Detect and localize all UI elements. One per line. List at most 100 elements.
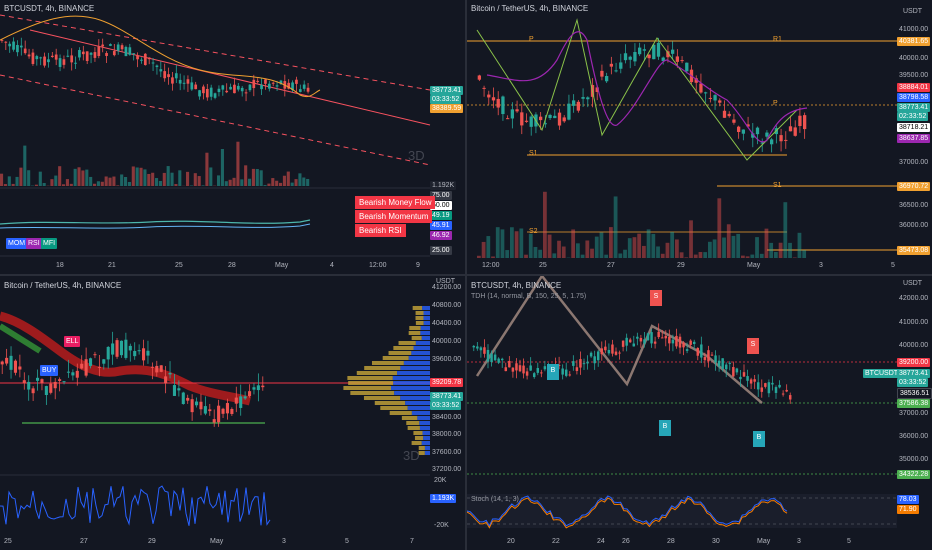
profile-bar-sell: [400, 366, 430, 370]
top-left-volume: [0, 141, 310, 186]
alert-rsi: Bearish RSI: [355, 224, 406, 237]
candle-body: [298, 89, 302, 92]
profile-bar-sell: [424, 451, 430, 455]
volume-bar: [155, 178, 159, 186]
volume-bar: [646, 229, 651, 258]
x-tick: 27: [607, 262, 615, 269]
volume-bar: [217, 175, 221, 186]
candle-body: [771, 382, 774, 385]
candle-body: [670, 49, 675, 54]
top-right-candles: [477, 37, 807, 153]
candle-body: [483, 347, 486, 354]
volume-bar: [618, 253, 623, 258]
pane-divider-horizontal[interactable]: [0, 274, 932, 276]
candle-body: [491, 97, 496, 101]
volume-bar: [510, 227, 514, 258]
profile-bar-buy: [382, 356, 409, 360]
x-tick: 27: [80, 538, 88, 545]
candle-body: [682, 342, 685, 348]
currency-label: USDT: [903, 8, 923, 15]
volume-bar: [205, 152, 209, 186]
volume-bar: [34, 184, 38, 186]
volume-bar: [627, 238, 632, 258]
candle-body: [703, 92, 708, 94]
candle-body: [522, 365, 525, 374]
volume-bar: [698, 252, 703, 258]
profile-bar-buy: [350, 391, 395, 395]
candle-body: [661, 57, 665, 62]
volume-bar: [3, 184, 7, 186]
candle-body: [749, 379, 753, 384]
pivot-label-s1: S1: [529, 150, 538, 157]
candle-body: [746, 124, 750, 127]
pane-bottom-left[interactable]: Bitcoin / TetherUS, 4h, BINANCE USDT 3D …: [0, 276, 465, 550]
candle-body: [678, 336, 682, 348]
pivot-label-s2: S2: [529, 228, 538, 235]
candle-body: [168, 373, 172, 375]
candle-body: [171, 77, 174, 84]
y-tick: 40000.00: [432, 338, 462, 345]
candle-body: [240, 87, 244, 92]
x-tick: 3: [797, 538, 801, 545]
price-tag-mid: 38536.51: [897, 388, 932, 399]
volume-bar: [81, 170, 85, 186]
candle-body: [230, 408, 234, 414]
volume-bar: [209, 167, 213, 186]
volume-bar: [684, 257, 689, 258]
profile-bar-buy: [415, 316, 424, 320]
volume-bar: [741, 255, 745, 258]
candle-body: [155, 65, 159, 68]
candle-body: [74, 62, 77, 64]
x-tick: 9: [416, 262, 420, 269]
candle-body: [97, 46, 101, 56]
candle-body: [582, 363, 586, 365]
candle-body: [784, 139, 788, 141]
candle-body: [35, 377, 40, 381]
volume-bar: [259, 170, 263, 186]
candle-body: [221, 408, 225, 414]
candle-body: [111, 343, 115, 355]
pivot-label-s1b: S1: [773, 182, 782, 189]
candle-body: [233, 84, 236, 94]
pane-bottom-right[interactable]: BTCUSDT, 4h, BINANCE TDH (14, normal, B,…: [467, 276, 932, 550]
volume-bar: [131, 166, 135, 186]
pane-top-right[interactable]: Bitcoin / TetherUS, 4h, BINANCE USDT 403…: [467, 0, 932, 274]
candle-body: [199, 401, 203, 410]
x-tick: 29: [677, 262, 685, 269]
candle-body: [722, 110, 727, 118]
candle-body: [482, 87, 486, 89]
volume-bar: [642, 245, 646, 258]
profile-bar-sell: [420, 326, 430, 330]
candle-body: [524, 120, 529, 122]
candle-body: [642, 49, 647, 51]
volume-bar: [77, 167, 81, 186]
volume-bar: [166, 166, 170, 186]
candle-body: [764, 383, 767, 387]
candle-body: [700, 344, 703, 358]
volume-bar: [108, 177, 112, 186]
volume-bar: [302, 177, 306, 186]
candle-body: [543, 123, 548, 125]
volume-bar: [609, 227, 613, 258]
volume-bar: [750, 254, 755, 258]
candle-body: [141, 348, 146, 361]
volume-bar: [557, 240, 561, 258]
volume-bar: [623, 249, 627, 258]
candle-body: [756, 382, 760, 390]
candle-body: [225, 403, 230, 414]
price-tag-high: 38884.01: [897, 83, 931, 92]
candle-body: [84, 359, 88, 376]
profile-bar-sell: [422, 431, 430, 435]
candle-body: [54, 54, 58, 60]
candle-body: [760, 387, 764, 392]
candle-body: [529, 365, 532, 371]
y-tick: 38000.00: [432, 431, 462, 438]
y-tick: 40000.00: [899, 342, 929, 349]
candle-body: [680, 60, 684, 62]
profile-bar-sell: [394, 391, 430, 395]
candle-body: [9, 355, 13, 370]
profile-bar-buy: [389, 411, 412, 415]
candle-body: [217, 405, 221, 423]
pane-top-left[interactable]: BTCUSDT, 4h, BINANCE 3D 38773.41 03:33:5…: [0, 0, 465, 274]
candle-body: [600, 348, 604, 355]
